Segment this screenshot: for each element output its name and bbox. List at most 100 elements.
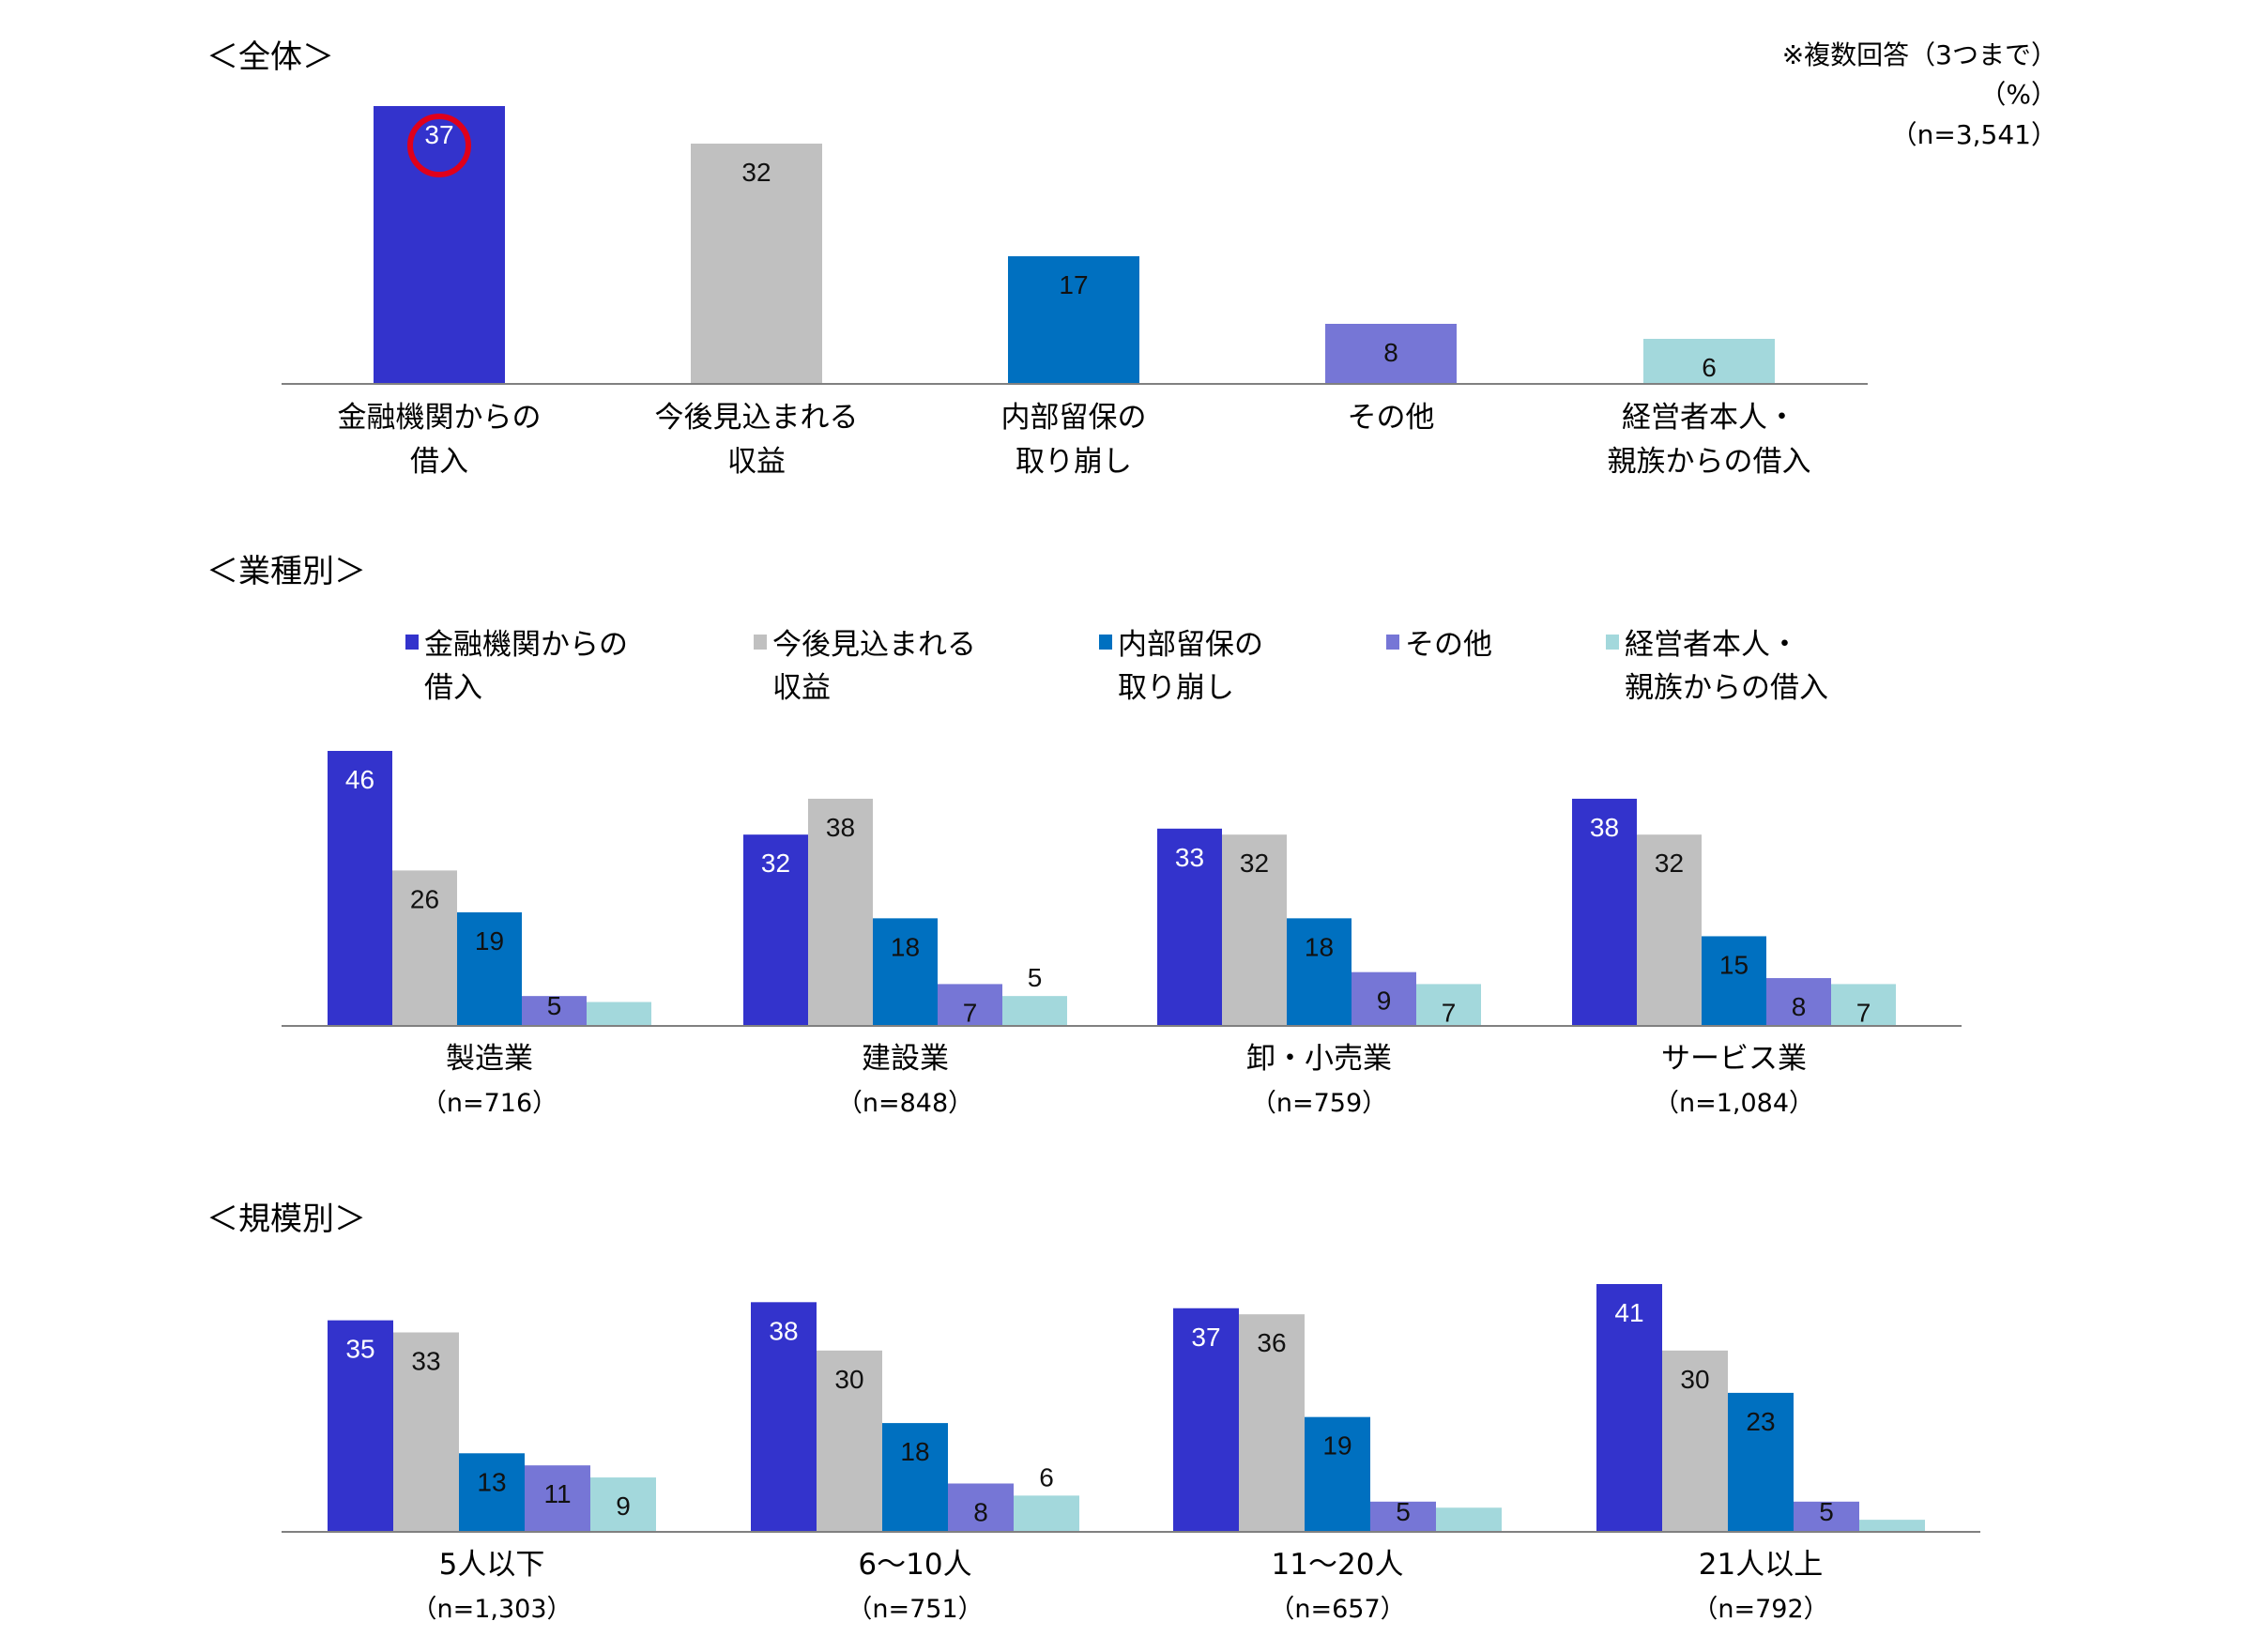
size-bar-value: 23	[1746, 1407, 1775, 1436]
industry-bar-value: 32	[761, 849, 790, 878]
industry-bar	[1702, 936, 1766, 1026]
size-bar-value: 41	[1614, 1298, 1643, 1327]
size-bar-value: 9	[616, 1491, 631, 1521]
overall-bar-value: 37	[424, 120, 453, 149]
industry-group-label: 卸・小売業	[1246, 1042, 1392, 1076]
industry-bar-value: 7	[1442, 998, 1457, 1027]
overall-category-label: その他	[1348, 401, 1435, 435]
overall-bar-value: 8	[1383, 338, 1398, 367]
industry-bar-value: 15	[1719, 950, 1749, 979]
size-bar	[1305, 1416, 1370, 1532]
legend-label: 内部留保の	[1118, 628, 1263, 662]
size-bar-value: 36	[1257, 1328, 1286, 1357]
overall-bar	[1643, 339, 1775, 384]
legend-label: その他	[1405, 628, 1492, 662]
industry-group-labels: 製造業 （n=716） 建設業 （n=848） 卸・小売業 （n=759） サービス業 （n=…	[421, 1042, 1814, 1118]
legend-swatch	[1099, 635, 1112, 650]
industry-bar	[587, 1002, 651, 1026]
industry-bar-value: 46	[345, 765, 374, 794]
legend-label-line2: 取り崩し	[1118, 671, 1234, 705]
size-group-label: 5人以下	[439, 1548, 545, 1582]
size-group-labels: 5人以下 （n=1,303） 6～10人 （n=751） 11～20人 （n=657） 21…	[411, 1548, 1828, 1624]
industry-bar	[743, 834, 808, 1026]
legend-swatch	[405, 635, 419, 650]
overall-category-label-line2: 取り崩し	[1016, 445, 1132, 479]
size-bar	[1370, 1501, 1436, 1532]
industry-bar-value: 26	[410, 884, 439, 913]
size-bar-value: 33	[411, 1347, 440, 1376]
size-bar	[882, 1423, 948, 1532]
industry-group-n: （n=848）	[837, 1089, 973, 1118]
size-group-label: 6～10人	[858, 1548, 971, 1582]
size-bar	[1436, 1507, 1502, 1532]
industry-bar-value: 7	[1856, 998, 1871, 1027]
industry-bar-value: 33	[1175, 843, 1204, 872]
industry-bar-value: 7	[963, 998, 978, 1027]
industry-bar	[1287, 918, 1352, 1026]
overall-bars: 37 32 17 8 6	[374, 106, 1775, 384]
size-bar	[817, 1350, 882, 1532]
industry-bar	[1572, 798, 1637, 1026]
industry-bar-value: 18	[1305, 932, 1334, 961]
legend-label: 経営者本人・	[1625, 628, 1799, 662]
size-group-n: （n=751）	[847, 1595, 983, 1624]
industry-bar	[522, 996, 587, 1026]
legend-label-line2: 収益	[772, 671, 831, 705]
industry-group-label: 製造業	[446, 1042, 533, 1076]
overall-category-label: 今後見込まれる	[655, 401, 859, 435]
industry-bar	[1831, 984, 1896, 1026]
overall-category-label-line2: 借入	[410, 445, 468, 479]
industry-bar	[873, 918, 938, 1026]
size-group-n: （n=1,303）	[411, 1595, 572, 1624]
size-bar-value: 37	[1191, 1323, 1220, 1352]
legend-swatch	[1386, 635, 1399, 650]
industry-bar-value: 9	[1377, 987, 1392, 1016]
section-title-overall: ＜全体＞	[206, 38, 334, 76]
industry-bar-value: 18	[891, 932, 920, 961]
size-bar-value: 5	[1819, 1497, 1834, 1526]
industry-bar-value: 5	[1028, 963, 1043, 992]
overall-category-label: 内部留保の	[1001, 401, 1147, 435]
overall-bar-value: 17	[1059, 270, 1088, 299]
size-group-label: 21人以上	[1699, 1548, 1823, 1582]
industry-group-label: サービス業	[1661, 1042, 1807, 1076]
size-bar-value: 13	[477, 1467, 506, 1496]
legend-label: 今後見込まれる	[772, 628, 976, 662]
size-bar	[1794, 1501, 1859, 1532]
size-bar	[1859, 1520, 1925, 1532]
size-bar-value: 5	[1396, 1497, 1411, 1526]
overall-category-label: 経営者本人・	[1622, 401, 1796, 435]
note-unit: （%）	[1979, 79, 2057, 110]
size-bar	[1728, 1392, 1794, 1532]
overall-category-label: 金融機関からの	[338, 401, 542, 435]
industry-bar	[457, 911, 522, 1026]
overall-category-label-line2: 収益	[727, 445, 786, 479]
industry-group-label: 建設業	[862, 1042, 949, 1076]
size-bar	[590, 1477, 656, 1532]
industry-bar	[1222, 834, 1287, 1026]
size-bar-value: 11	[543, 1479, 571, 1508]
size-bar	[459, 1453, 525, 1532]
legend-label-line2: 借入	[424, 671, 482, 705]
industry-bar	[1157, 828, 1222, 1026]
legend-label-line2: 親族からの借入	[1625, 671, 1828, 705]
industry-bar	[1002, 996, 1067, 1026]
size-bar-value: 8	[973, 1497, 988, 1526]
size-bars: 35 33 13 11 9 38 30 18 8 6 37 36 19 5 41 30 23 5	[328, 1284, 1925, 1532]
overall-bar-value: 32	[741, 158, 771, 187]
size-bar	[328, 1320, 393, 1532]
size-group-n: （n=792）	[1692, 1595, 1828, 1624]
overall-bar-value: 6	[1702, 353, 1717, 382]
industry-bar	[808, 798, 873, 1026]
industry-bar-value: 5	[547, 991, 562, 1020]
legend-swatch	[754, 635, 767, 650]
note-multiple-answer: ※複数回答（3つまで）	[1782, 39, 2057, 70]
size-bar	[1596, 1284, 1662, 1532]
size-bar-value: 18	[900, 1437, 929, 1466]
industry-bar-value: 8	[1792, 992, 1807, 1021]
industry-group-n: （n=759）	[1251, 1089, 1387, 1118]
size-bar-value: 35	[345, 1335, 374, 1364]
size-bar-value: 30	[1680, 1365, 1709, 1394]
